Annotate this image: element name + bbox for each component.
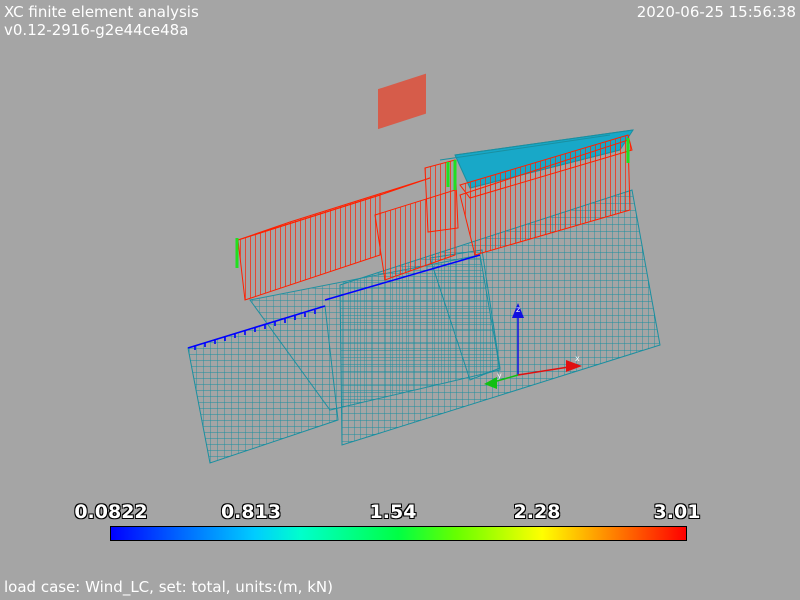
colorbar-label-max: 3.01 (653, 501, 701, 523)
axes-triad (484, 303, 582, 389)
load-block-highlight (378, 73, 426, 130)
axis-label-z: z (516, 305, 520, 314)
colorbar (110, 526, 687, 541)
axis-label-x: x (575, 354, 580, 363)
mesh-strip-dense (429, 249, 501, 381)
axis-label-y: y (497, 371, 502, 380)
colorbar-label-4: 2.28 (513, 501, 561, 523)
colorbar-label-3: 1.54 (369, 501, 417, 523)
title-block: XC finite element analysis v0.12-2916-g2… (4, 3, 199, 39)
edge-arrow-row (187, 305, 326, 350)
support-markers (235, 138, 630, 268)
colorbar-labels: 0.0822 0.813 1.54 2.28 3.01 (0, 500, 800, 524)
colorbar-label-min: 0.0822 (74, 501, 148, 523)
status-footer: load case: Wind_LC, set: total, units:(m… (4, 578, 333, 596)
load-block-tower (424, 159, 459, 233)
edge-arrow-row-upper (324, 254, 481, 301)
load-block-right-top (459, 134, 633, 199)
version-label: v0.12-2916-g2e44ce48a (4, 21, 189, 39)
app-title: XC finite element analysis (4, 3, 199, 21)
colorbar-label-2: 0.813 (220, 501, 282, 523)
timestamp: 2020-06-25 15:56:38 (636, 3, 796, 21)
